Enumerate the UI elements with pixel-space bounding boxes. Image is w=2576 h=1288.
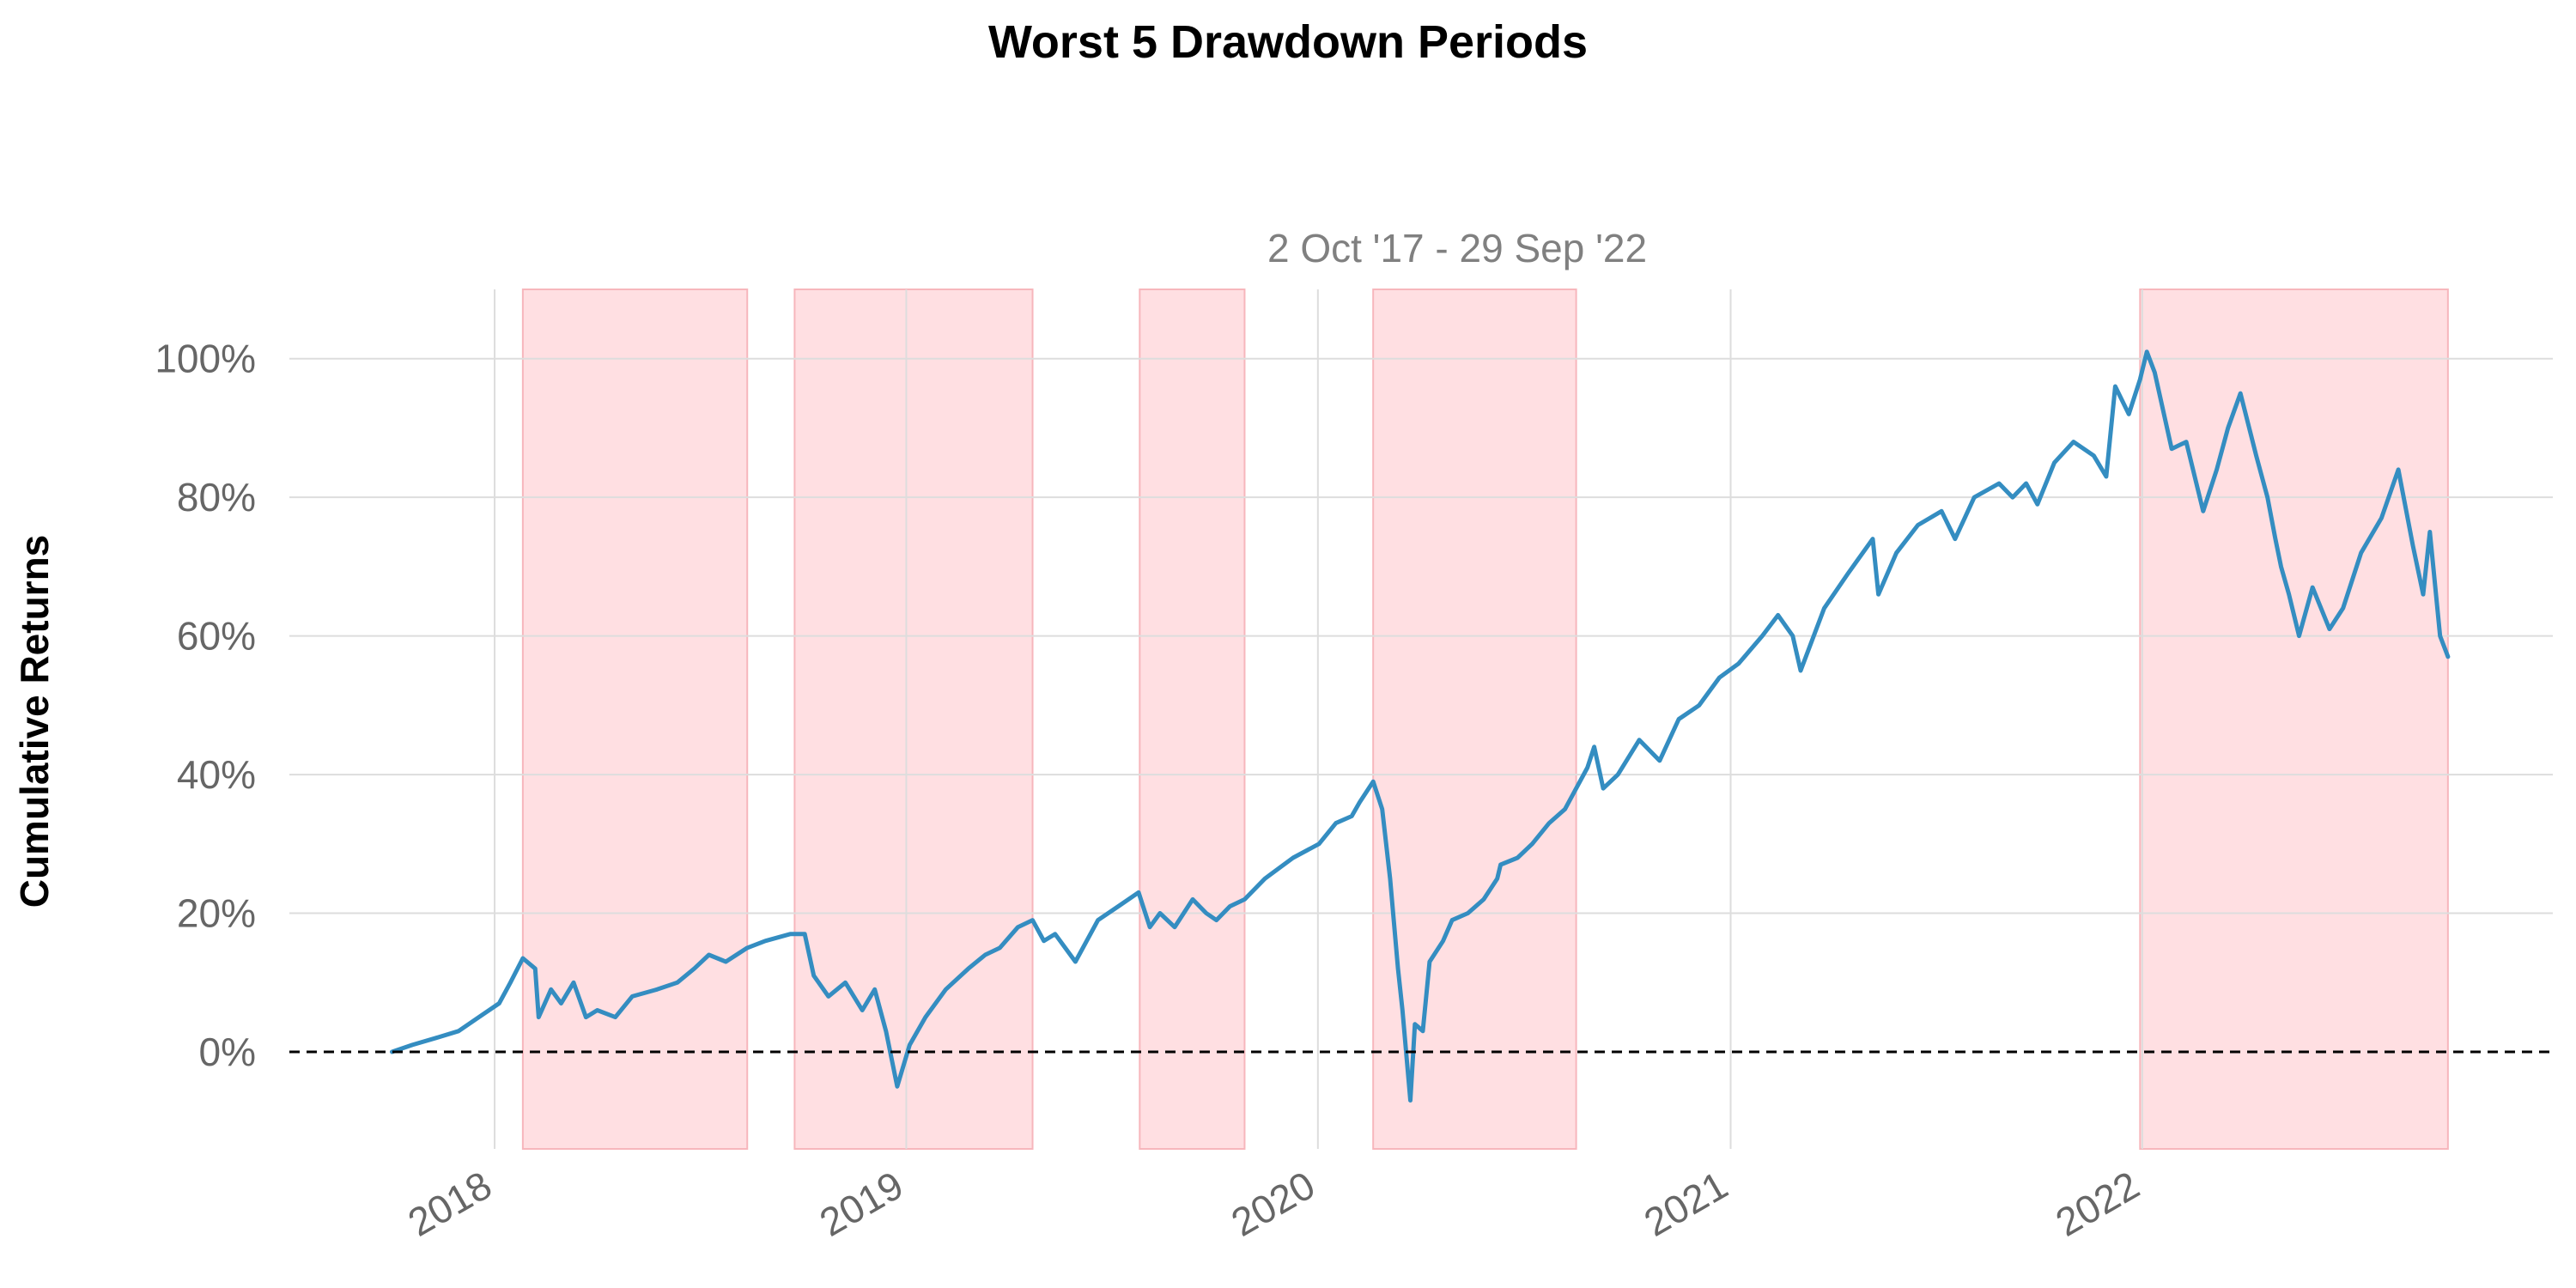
drawdown-period-4 (1372, 289, 1577, 1150)
drawdown-period-2 (793, 289, 1034, 1150)
series-layer (390, 349, 2451, 1103)
y-tick-label-60%: 60% (177, 614, 256, 659)
series-line-1 (390, 349, 2451, 1103)
x-tick-labels: 2018 2019 2020 2021 2022 (400, 1163, 2147, 1245)
y-gridlines (289, 357, 2553, 914)
x-tick-label-2019: 2019 (812, 1163, 911, 1245)
drawdown-period-3 (1139, 289, 1246, 1150)
y-tick-label-80%: 80% (177, 475, 256, 519)
chart-subtitle: 2 Oct '17 - 29 Sep '22 (1267, 226, 1648, 270)
drawdown-period-5 (2139, 289, 2449, 1150)
x-tick-label-2020: 2020 (1224, 1163, 1322, 1245)
x-tick-label-2021: 2021 (1637, 1163, 1735, 1245)
drawdown-shading (521, 289, 2449, 1150)
x-tick-label-2022: 2022 (2048, 1163, 2147, 1245)
y-tick-label-100%: 100% (155, 337, 256, 381)
x-tick-label-2018: 2018 (400, 1163, 499, 1245)
y-tick-label-0%: 0% (199, 1030, 256, 1074)
drawdown-period-1 (521, 289, 749, 1150)
chart-title: Worst 5 Drawdown Periods (987, 16, 1589, 68)
y-tick-labels: 0% 20% 40% 60% 80% 100% (155, 337, 256, 1074)
y-tick-label-40%: 40% (177, 752, 256, 797)
y-tick-label-20%: 20% (177, 891, 256, 936)
